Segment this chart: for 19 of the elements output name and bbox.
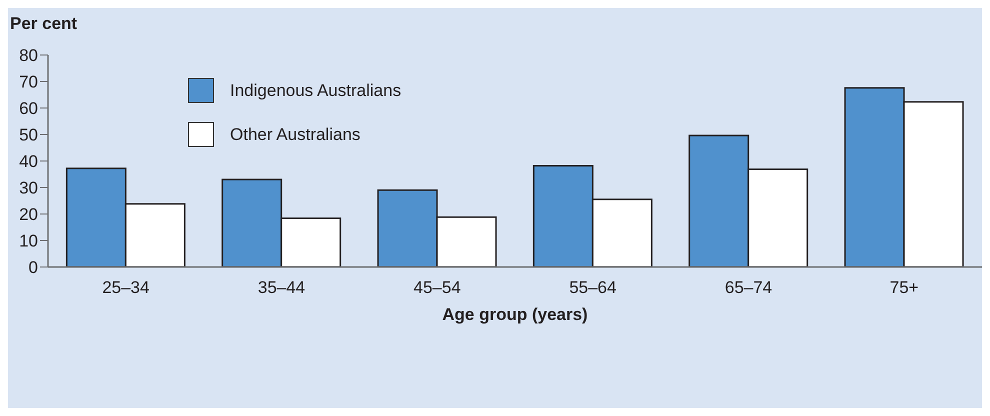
y-tick-label: 40 xyxy=(19,152,38,172)
x-tick-label: 55–64 xyxy=(569,278,616,298)
legend-label: Other Australians xyxy=(230,124,360,144)
x-tick-label: 65–74 xyxy=(724,278,772,298)
x-axis-title: Age group (years) xyxy=(442,305,588,324)
y-tick-label: 0 xyxy=(28,258,38,278)
legend-label: Indigenous Australians xyxy=(230,80,402,100)
y-tick-label: 80 xyxy=(19,46,38,66)
y-tick-label: 60 xyxy=(19,99,38,118)
x-tick-label: 75+ xyxy=(890,278,919,298)
y-tick-label: 20 xyxy=(19,205,38,224)
x-tick-label: 35–44 xyxy=(258,278,306,298)
x-tick-label: 45–54 xyxy=(414,278,461,298)
x-tick-label: 25–34 xyxy=(102,278,150,298)
y-tick-label: 30 xyxy=(19,178,38,198)
y-tick-label: 70 xyxy=(19,72,38,92)
y-tick-label: 50 xyxy=(19,126,38,145)
y-tick-label: 10 xyxy=(19,232,38,251)
y-axis-title: Per cent xyxy=(10,14,78,34)
